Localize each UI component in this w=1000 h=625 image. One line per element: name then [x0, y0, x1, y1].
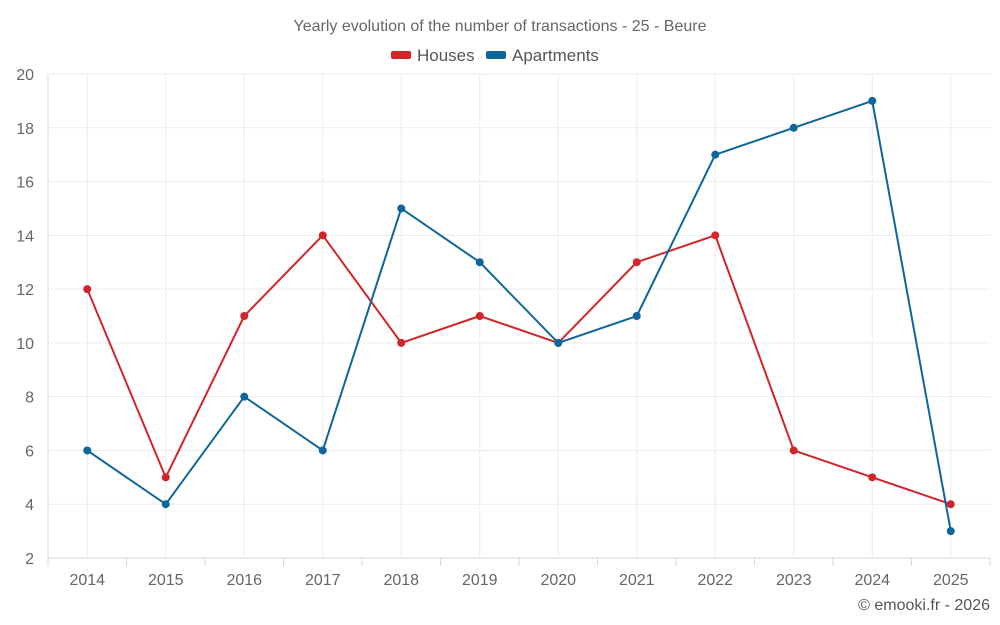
- x-tick-label-2024: 2024: [854, 572, 890, 589]
- x-axis-ticks: 2014 2015 2016 2017 2018 2019 2020 2021 2022 2023…: [47, 558, 991, 589]
- data-point-houses-2018[interactable]: [397, 338, 406, 347]
- x-tick-label-2014: 2014: [69, 572, 105, 589]
- data-point-apartments-2023[interactable]: [789, 123, 798, 132]
- data-point-apartments-2017[interactable]: [318, 446, 327, 455]
- data-point-houses-2015[interactable]: [161, 473, 170, 482]
- legend-item-houses[interactable]: Houses: [391, 46, 475, 65]
- legend-label-apartments: Apartments: [512, 46, 599, 65]
- data-point-apartments-2025[interactable]: [946, 527, 955, 536]
- data-point-houses-2025[interactable]: [946, 500, 955, 509]
- data-point-houses-2014[interactable]: [83, 285, 92, 294]
- y-tick-label: 10: [16, 336, 34, 353]
- series-apartments: [83, 96, 955, 536]
- data-point-apartments-2021[interactable]: [632, 312, 641, 320]
- y-tick-label: 18: [16, 121, 34, 138]
- data-point-apartments-2015[interactable]: [161, 500, 170, 509]
- y-tick-label: 14: [16, 228, 34, 245]
- data-point-apartments-2016[interactable]: [240, 392, 249, 401]
- series-line-houses: [86, 234, 952, 506]
- series: [83, 96, 955, 536]
- x-tick-label-2016: 2016: [226, 572, 262, 589]
- x-tick-label-2018: 2018: [383, 572, 419, 589]
- data-point-houses-2022[interactable]: [711, 231, 720, 240]
- gridlines: [48, 73, 990, 558]
- data-point-apartments-2019[interactable]: [475, 258, 484, 267]
- data-point-apartments-2018[interactable]: [397, 204, 406, 213]
- legend-item-apartments[interactable]: Apartments: [486, 46, 599, 65]
- data-point-apartments-2020[interactable]: [554, 338, 563, 347]
- y-tick-label: 4: [25, 497, 34, 514]
- legend-label-houses: Houses: [417, 46, 475, 65]
- data-point-houses-2021[interactable]: [632, 258, 641, 267]
- x-tick-label-2021: 2021: [619, 572, 655, 589]
- data-point-apartments-2024[interactable]: [868, 96, 877, 105]
- x-tick-label-2017: 2017: [305, 572, 341, 589]
- legend-swatch-apartments: [486, 51, 506, 59]
- data-point-apartments-2022[interactable]: [711, 150, 720, 159]
- x-tick-label-2023: 2023: [776, 572, 812, 589]
- x-tick-label-2025: 2025: [933, 572, 969, 589]
- data-point-apartments-2014[interactable]: [83, 446, 92, 455]
- y-tick-label: 8: [25, 390, 34, 407]
- y-tick-label: 2: [25, 551, 34, 568]
- x-tick-label-2019: 2019: [462, 572, 498, 589]
- y-tick-label: 12: [16, 282, 34, 299]
- axes: [47, 74, 990, 559]
- x-tick-label-2022: 2022: [697, 572, 733, 589]
- y-tick-label: 6: [25, 443, 34, 460]
- y-tick-label: 16: [16, 175, 34, 192]
- data-point-houses-2016[interactable]: [240, 312, 249, 320]
- credit-text: © emooki.fr - 2026: [858, 597, 990, 614]
- x-tick-label-2020: 2020: [540, 572, 576, 589]
- data-point-houses-2017[interactable]: [318, 231, 327, 240]
- y-tick-label: 20: [16, 67, 34, 84]
- data-point-houses-2023[interactable]: [789, 446, 798, 455]
- legend: Houses Apartments: [391, 46, 599, 65]
- series-houses: [83, 231, 955, 509]
- data-point-houses-2024[interactable]: [868, 473, 877, 482]
- chart-title: Yearly evolution of the number of transa…: [294, 18, 707, 35]
- series-line-apartments: [86, 99, 952, 532]
- data-point-houses-2019[interactable]: [475, 312, 484, 320]
- x-tick-label-2015: 2015: [148, 572, 184, 589]
- y-axis-ticks: 2 4 6 8 10 12 14 16 18 20: [16, 67, 34, 568]
- legend-swatch-houses: [391, 51, 411, 59]
